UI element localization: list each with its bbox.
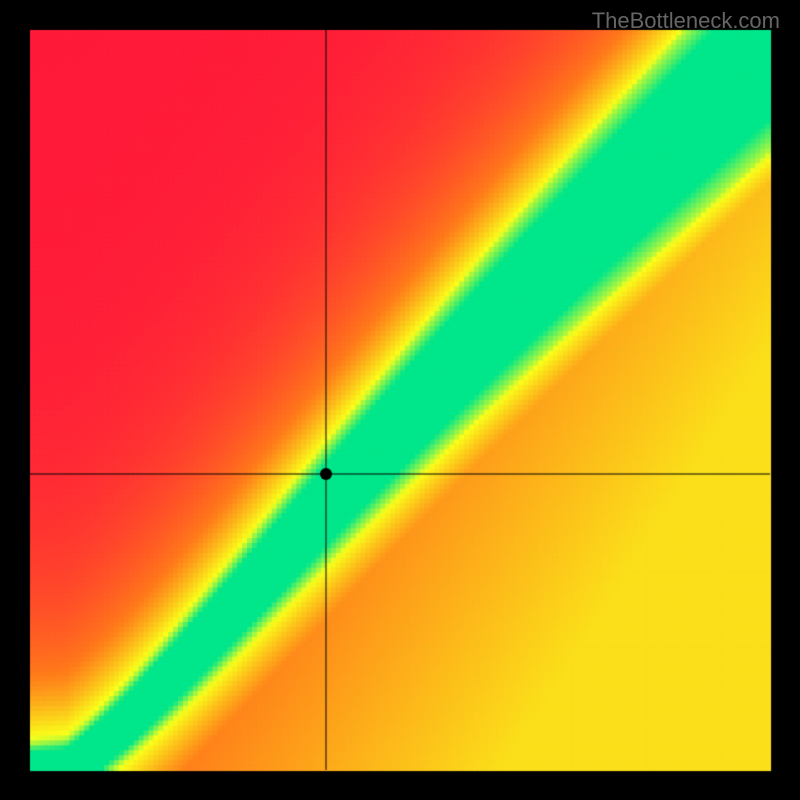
- chart-container: TheBottleneck.com: [0, 0, 800, 800]
- watermark-text: TheBottleneck.com: [592, 8, 780, 34]
- bottleneck-heatmap: [0, 0, 800, 800]
